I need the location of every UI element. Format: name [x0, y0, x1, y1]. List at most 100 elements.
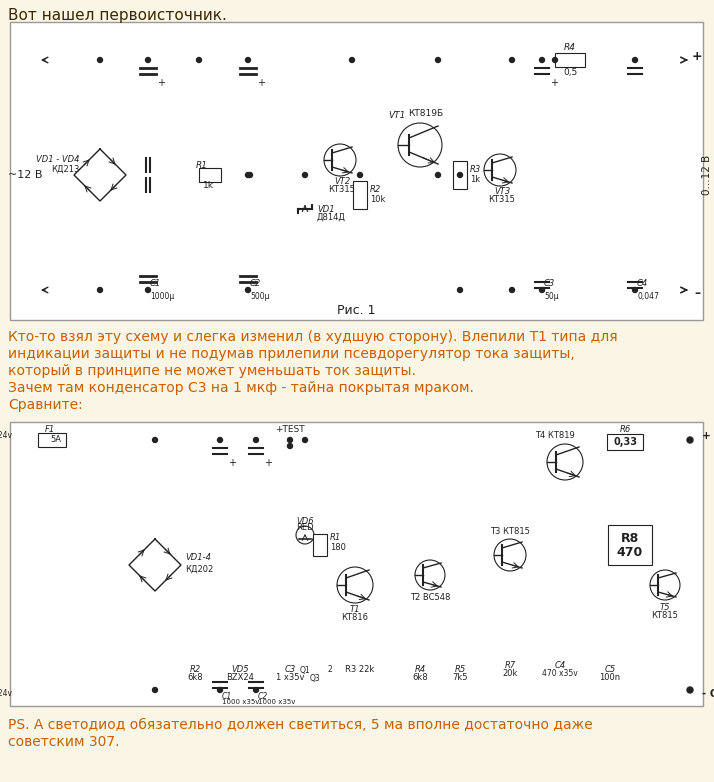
Text: F1: F1 [45, 425, 55, 435]
Circle shape [553, 58, 558, 63]
Text: Кто-то взял эту схему и слегка изменил (в худшую сторону). Влепили Т1 типа для: Кто-то взял эту схему и слегка изменил (… [8, 330, 618, 344]
Text: 5A: 5A [51, 436, 61, 444]
Text: Сравните:: Сравните: [8, 398, 83, 412]
Bar [555, 53, 585, 67]
Text: 1k: 1k [203, 181, 213, 189]
Text: КТ315: КТ315 [328, 185, 356, 195]
Text: VD1 - VD4: VD1 - VD4 [36, 155, 80, 163]
Text: +: + [264, 458, 272, 468]
Text: КТ816: КТ816 [341, 612, 368, 622]
Text: C1: C1 [222, 692, 232, 701]
Text: +: + [257, 78, 265, 88]
Text: +: + [157, 78, 165, 88]
Text: R3 22k: R3 22k [346, 665, 375, 675]
Text: C3: C3 [284, 665, 296, 675]
Text: –: – [694, 288, 700, 300]
Text: R1: R1 [330, 533, 341, 541]
Text: КТ315: КТ315 [488, 196, 516, 205]
Text: Зачем там конденсатор С3 на 1 мкф - тайна покрытая мраком.: Зачем там конденсатор С3 на 1 мкф - тайн… [8, 381, 474, 395]
Circle shape [458, 288, 463, 292]
Text: 0,047: 0,047 [637, 292, 659, 301]
Text: который в принципе не может уменьшать ток защиты.: который в принципе не может уменьшать то… [8, 364, 416, 378]
Text: 20k: 20k [503, 669, 518, 677]
Text: R3: R3 [470, 164, 481, 174]
Circle shape [146, 58, 151, 63]
Text: 7k5: 7k5 [452, 673, 468, 683]
Circle shape [349, 58, 354, 63]
Text: 6k8: 6k8 [187, 673, 203, 683]
Circle shape [288, 437, 293, 443]
Circle shape [303, 437, 308, 443]
Circle shape [510, 58, 515, 63]
Circle shape [248, 173, 253, 178]
Text: + OUT: + OUT [702, 431, 714, 441]
Text: КТ819Б: КТ819Б [408, 109, 443, 117]
Text: C2: C2 [250, 279, 261, 288]
Text: VD1: VD1 [317, 205, 335, 213]
Circle shape [253, 687, 258, 693]
Text: VT1: VT1 [388, 110, 406, 120]
Text: 500μ: 500μ [250, 292, 269, 301]
Text: Вот нашел первоисточник.: Вот нашел первоисточник. [8, 8, 227, 23]
Text: 470: 470 [617, 547, 643, 559]
Circle shape [633, 58, 638, 63]
Bar [38, 433, 66, 447]
Circle shape [436, 58, 441, 63]
Text: R2: R2 [189, 665, 201, 675]
Text: VD6: VD6 [296, 516, 314, 526]
Text: 1k: 1k [470, 174, 480, 184]
Text: 2: 2 [328, 665, 333, 675]
Text: КТ815: КТ815 [652, 611, 678, 619]
Text: T2 BC548: T2 BC548 [410, 593, 451, 601]
Text: VD1-4: VD1-4 [185, 553, 211, 561]
Bar [199, 168, 221, 182]
Text: in ~24v: in ~24v [0, 690, 12, 698]
Text: Q3: Q3 [310, 673, 321, 683]
Text: R2: R2 [370, 185, 381, 193]
Bar [10, 22, 703, 320]
Circle shape [146, 288, 151, 292]
Text: 50μ: 50μ [544, 292, 558, 301]
Text: - OUT: - OUT [702, 689, 714, 699]
Circle shape [510, 288, 515, 292]
Text: 1000 x35v: 1000 x35v [258, 699, 296, 705]
Text: 470 x35v: 470 x35v [542, 669, 578, 677]
Text: C2: C2 [258, 692, 268, 701]
Text: 0,33: 0,33 [613, 437, 637, 447]
Bar [313, 534, 327, 556]
Circle shape [98, 58, 103, 63]
Text: C1: C1 [150, 279, 161, 288]
Circle shape [458, 173, 463, 178]
Text: R4: R4 [564, 44, 576, 52]
Circle shape [246, 288, 251, 292]
Circle shape [253, 437, 258, 443]
Text: 0,5: 0,5 [563, 67, 577, 77]
Text: PS. А светодиод обязательно должен светиться, 5 ма вполне достаточно даже: PS. А светодиод обязательно должен свети… [8, 718, 593, 732]
Circle shape [246, 58, 251, 63]
Circle shape [633, 288, 638, 292]
Circle shape [358, 173, 363, 178]
Text: 180: 180 [330, 543, 346, 551]
Circle shape [153, 687, 158, 693]
Text: VT2: VT2 [334, 178, 350, 186]
Text: C4: C4 [554, 661, 565, 669]
Text: советским 307.: советским 307. [8, 735, 119, 749]
Text: ~12 В: ~12 В [8, 170, 42, 180]
Text: КД202: КД202 [185, 565, 213, 573]
Text: R7: R7 [504, 661, 516, 669]
Text: +: + [692, 49, 703, 63]
Text: +: + [228, 458, 236, 468]
Text: R6: R6 [619, 425, 630, 435]
Circle shape [436, 173, 441, 178]
Circle shape [288, 443, 293, 449]
Text: R5: R5 [454, 665, 466, 675]
Text: T5: T5 [660, 602, 670, 612]
Bar [453, 161, 467, 189]
Text: 100n: 100n [600, 673, 620, 683]
Circle shape [153, 437, 158, 443]
Circle shape [687, 437, 693, 443]
Circle shape [218, 687, 223, 693]
Text: VT3: VT3 [494, 188, 510, 196]
Text: T4 КТ819: T4 КТ819 [535, 432, 575, 440]
Text: R1: R1 [196, 160, 208, 170]
